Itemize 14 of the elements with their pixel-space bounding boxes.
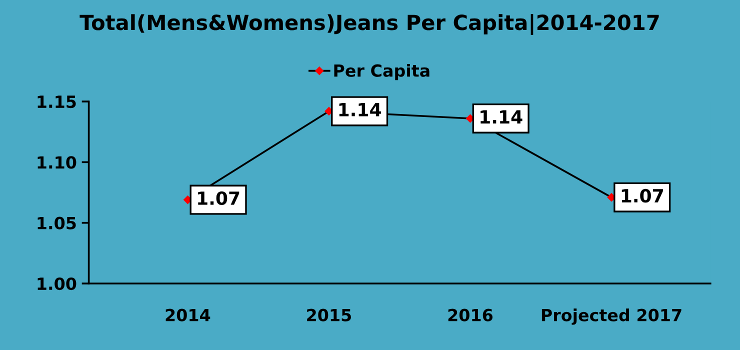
data-label: 1.14: [339, 103, 382, 116]
legend-label: Per Capita: [334, 64, 430, 80]
y-tick-label: 1.15: [38, 96, 76, 108]
x-tick-label: 2014: [166, 308, 210, 322]
data-label: 1.07: [622, 188, 663, 203]
chart-title: Total(Mens&Womens)Jeans Per Capita|2014-2017: [80, 14, 659, 35]
data-label: 1.14: [480, 110, 522, 124]
y-tick-label: 1.10: [38, 156, 76, 169]
y-tick-label: 1.00: [38, 277, 76, 290]
x-tick-label: 2016: [448, 308, 493, 322]
y-tick-label: 1.05: [38, 216, 76, 230]
x-tick-label: Projected 2017: [542, 308, 682, 325]
data-label: 1.07: [198, 191, 240, 206]
x-tick-label: 2015: [307, 308, 351, 322]
